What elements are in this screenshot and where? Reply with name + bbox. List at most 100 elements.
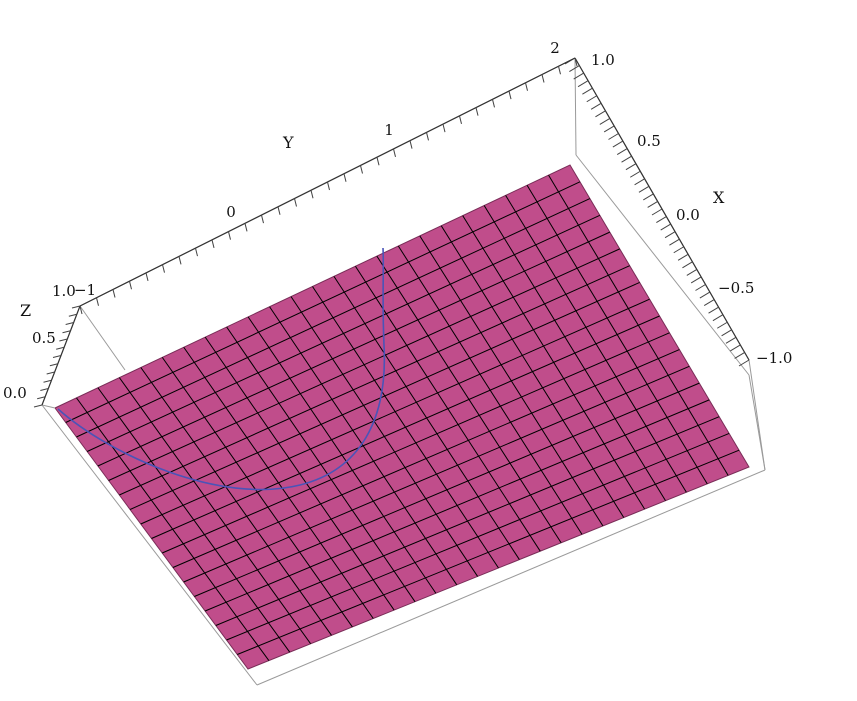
x-axis-tick-label: 0.0 (676, 206, 700, 224)
x-axis-tick (712, 314, 724, 322)
z-axis-tick (37, 396, 46, 400)
x-axis-title: X (713, 188, 725, 207)
surface-grid-line (183, 346, 374, 619)
x-axis-tick (660, 223, 671, 231)
z-axis-tick (68, 313, 77, 317)
y-axis-tick (195, 248, 198, 257)
z-axis-tick (40, 388, 49, 391)
surface-patch (54, 164, 750, 670)
x-axis-tick (577, 80, 589, 88)
x-axis-tick (716, 321, 728, 329)
y-axis-tick (145, 272, 149, 282)
x-axis-tick (612, 140, 624, 148)
y-axis-tick (442, 124, 446, 133)
x-axis-tick (730, 344, 741, 352)
y-axis-tick (558, 66, 561, 75)
y-axis-tick (343, 173, 347, 182)
y-axis-tick (211, 239, 215, 248)
box-edge (575, 154, 750, 376)
surface-grid-line (483, 205, 666, 501)
x-axis-tick (695, 284, 706, 291)
surface-grid-line (354, 265, 541, 552)
surface-grid-line (97, 387, 291, 653)
x-axis-tick-label: −1.0 (756, 349, 792, 367)
y-axis-tick (508, 90, 512, 100)
z-axis-tick (56, 346, 65, 350)
surface-grid-line (247, 316, 437, 594)
bounding-box-front-edges (41, 374, 766, 686)
box-edge (256, 469, 766, 686)
x-axis-tick (656, 216, 667, 223)
surface-grid-line (204, 336, 395, 611)
z-axis-tick (71, 305, 81, 309)
surface-grid-line (462, 215, 646, 510)
x-axis-tick (647, 201, 658, 208)
axes-layer: 1.0 0.5 0.0 −0.5 −1.0 −1 0 1 2 0.0 0.5 1.0 (3, 39, 792, 408)
y-axis-tick (162, 264, 165, 273)
x-axis-tick (590, 102, 602, 110)
y-axis-tick (327, 181, 330, 191)
box-edge (41, 404, 258, 686)
x-axis-tick (651, 208, 663, 216)
surface-grid-line (76, 397, 270, 661)
surface-grid-line (333, 276, 520, 560)
surface-curve (57, 247, 386, 491)
x-axis-tick (690, 276, 702, 284)
x-axis-tick-label: −0.5 (718, 279, 754, 297)
z-axis-tick (62, 330, 71, 334)
y-axis-tick (178, 256, 182, 265)
x-axis-tick-label: 0.5 (637, 132, 661, 150)
y-axis-tick (393, 148, 396, 158)
x-axis-tick (599, 117, 611, 125)
x-axis-tick (608, 133, 619, 140)
x-axis-tick (699, 291, 711, 299)
z-axis-title: Z (20, 301, 31, 320)
z-axis-tick (43, 379, 52, 383)
x-axis-tick (638, 185, 650, 193)
y-axis-tick (376, 157, 380, 166)
surface-grid-line (548, 174, 729, 476)
y-axis-tick (409, 140, 413, 149)
box-edge (574, 57, 577, 156)
y-axis-tick (261, 214, 264, 224)
x-axis-tick (582, 87, 593, 95)
y-axis-tick (79, 305, 83, 315)
z-axis-tick-label: 1.0 (52, 282, 76, 300)
surface-grid-line (526, 184, 708, 485)
x-axis-tick (682, 261, 693, 269)
y-axis-tick (541, 74, 545, 83)
x-axis-tick (734, 352, 745, 359)
box-edge (79, 305, 126, 371)
x-axis-tick (643, 193, 654, 201)
x-axis-tick (725, 336, 737, 344)
y-axis-tick (475, 107, 479, 116)
y-axis-tick-label: 2 (550, 39, 560, 57)
box-edge (41, 404, 56, 409)
z-axis-tick (59, 338, 68, 342)
x-axis-tick (677, 253, 689, 261)
y-axis-tick-label: 0 (226, 203, 236, 221)
y-axis-tick (360, 165, 363, 174)
surface-grid-line (505, 195, 687, 493)
x-axis-tick (664, 231, 676, 239)
z-axis: 0.0 0.5 1.0 (3, 282, 81, 408)
z-axis-tick (46, 371, 55, 375)
axis-labels-layer: X Y Z (20, 133, 725, 320)
surface-grid-line (290, 296, 479, 577)
x-axis-tick (703, 299, 715, 307)
x-axis-tick (569, 65, 580, 72)
x-axis-tick (616, 148, 628, 156)
surface-grid-line (376, 255, 562, 544)
y-axis-title: Y (282, 133, 294, 152)
z-axis-tick-label: 0.0 (3, 384, 27, 402)
x-axis-tick (634, 178, 645, 186)
y-axis-tick (112, 289, 116, 298)
y-axis-tick (244, 223, 248, 232)
surface-grid-line (312, 286, 499, 569)
y-axis-tick (294, 198, 297, 207)
surface-grid-line (419, 235, 604, 527)
z-axis-tick (52, 355, 62, 358)
y-axis-tick (277, 206, 281, 215)
y-axis-tick (492, 99, 495, 108)
y-axis-tick (459, 115, 462, 124)
